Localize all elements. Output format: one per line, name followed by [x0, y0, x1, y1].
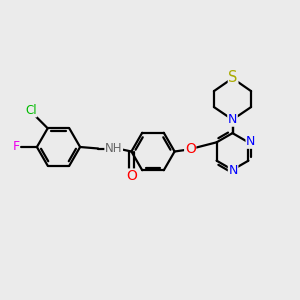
Text: S: S	[228, 70, 238, 85]
Text: O: O	[185, 142, 196, 156]
Text: N: N	[228, 113, 237, 126]
Text: NH: NH	[105, 142, 122, 155]
Text: Cl: Cl	[25, 104, 37, 117]
Text: O: O	[126, 169, 137, 183]
Text: N: N	[228, 164, 238, 177]
Text: N: N	[246, 135, 256, 148]
Text: F: F	[12, 140, 20, 154]
